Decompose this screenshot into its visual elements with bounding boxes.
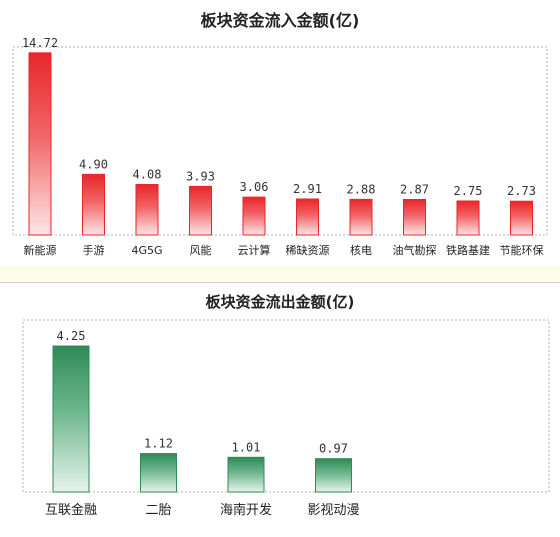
category-label: 稀缺资源 xyxy=(286,243,330,257)
data-label: 2.87 xyxy=(400,182,429,196)
data-label: 4.25 xyxy=(57,329,86,343)
category-label: 手游 xyxy=(83,243,105,257)
category-label: 二胎 xyxy=(145,503,171,518)
bar xyxy=(140,453,177,493)
data-label: 1.12 xyxy=(144,437,173,451)
category-label: 云计算 xyxy=(238,243,271,257)
bar xyxy=(82,173,105,236)
category-label: 4G5G xyxy=(131,244,162,257)
bar xyxy=(52,345,90,493)
category-label: 节能环保 xyxy=(500,243,544,257)
outflow-chart: 板块资金流出金额(亿) 4.25 互联金融 1.12 二胎 1.01 海南开发 0.97 影视… xyxy=(22,293,550,518)
inflow-plot-frame xyxy=(12,46,548,236)
panel-separator xyxy=(0,266,560,282)
inflow-chart: 板块资金流入金额(亿) 14.72 新能源 4.90 手游 4.08 4G5G 3.93 风能… xyxy=(12,11,548,257)
data-label: 3.93 xyxy=(186,169,215,183)
data-label: 4.08 xyxy=(133,168,162,182)
data-label: 2.73 xyxy=(507,184,536,198)
bar xyxy=(189,185,212,236)
category-label: 海南开发 xyxy=(220,502,272,518)
bar xyxy=(315,458,352,493)
bar xyxy=(296,198,319,236)
bar xyxy=(349,198,373,236)
inflow-chart-title: 板块资金流入金额(亿) xyxy=(201,11,360,30)
bar xyxy=(510,200,533,236)
data-label: 1.01 xyxy=(232,440,261,454)
inflow-chart-panel: 板块资金流入金额(亿) 14.72 新能源 4.90 手游 4.08 4G5G 3.93 风能… xyxy=(0,0,560,267)
category-label: 互联金融 xyxy=(45,502,97,518)
data-label: 14.72 xyxy=(22,36,58,50)
outflow-chart-title: 板块资金流出金额(亿) xyxy=(206,293,355,311)
category-label: 新能源 xyxy=(24,243,57,257)
data-label: 4.90 xyxy=(79,157,108,171)
bar xyxy=(227,456,265,493)
bar xyxy=(28,52,52,236)
category-label: 油气勘探 xyxy=(393,243,437,257)
bar xyxy=(135,184,159,236)
bar xyxy=(456,200,480,236)
category-label: 铁路基建 xyxy=(446,243,490,257)
data-label: 2.75 xyxy=(454,184,483,198)
outflow-chart-panel: 板块资金流出金额(亿) 4.25 互联金融 1.12 二胎 1.01 海南开发 0.97 影视… xyxy=(0,282,560,537)
data-label: 3.06 xyxy=(240,180,269,194)
category-label: 核电 xyxy=(350,243,372,257)
data-label: 2.91 xyxy=(293,182,322,196)
data-label: 0.97 xyxy=(319,442,348,456)
category-label: 影视动漫 xyxy=(307,503,359,518)
bar xyxy=(242,196,266,236)
bar xyxy=(403,198,426,236)
data-label: 2.88 xyxy=(347,182,376,196)
category-label: 风能 xyxy=(190,243,212,257)
outflow-plot-frame xyxy=(22,319,550,493)
